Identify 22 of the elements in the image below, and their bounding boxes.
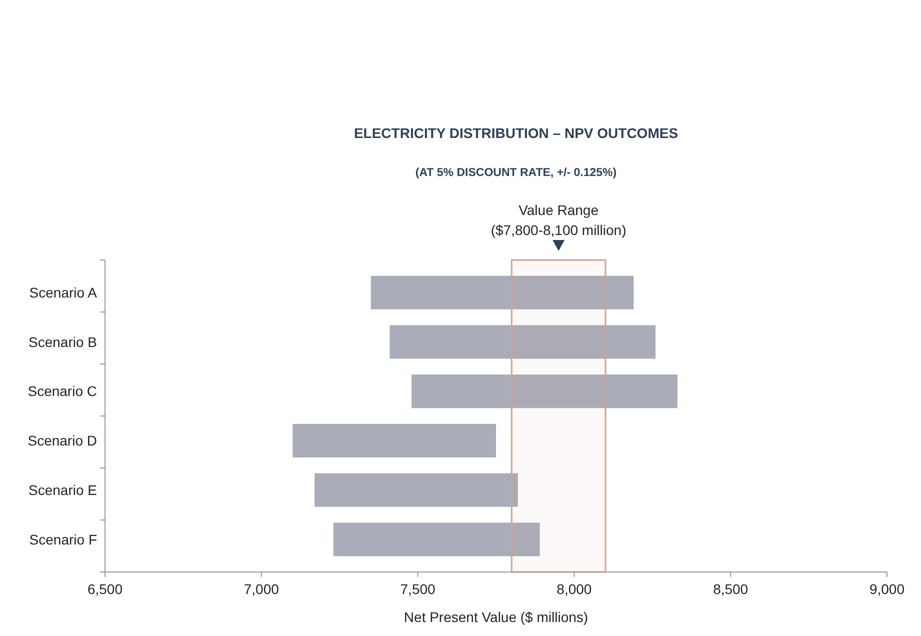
bar — [412, 374, 678, 408]
x-tick-label: 7,500 — [400, 581, 436, 597]
x-tick-label: 8,000 — [556, 581, 592, 597]
bar — [333, 522, 540, 556]
chart-subtitle: (AT 5% DISCOUNT RATE, +/- 0.125%) — [415, 167, 617, 179]
y-tick-label: Scenario C — [28, 383, 97, 400]
bar — [314, 473, 518, 507]
y-tick-label: Scenario D — [28, 432, 97, 449]
x-tick-label: 6,500 — [87, 581, 123, 597]
y-tick-label: Scenario E — [28, 482, 97, 498]
bar — [370, 276, 634, 310]
y-tick-label: Scenario B — [28, 334, 97, 350]
band-label: Value Range ($7,800-8,100 million) — [490, 202, 626, 238]
bar — [292, 424, 496, 458]
x-tick-label: 7,000 — [244, 581, 280, 597]
x-tick-label: 9,000 — [869, 581, 905, 597]
y-tick-label: Scenario A — [29, 284, 98, 300]
x-axis-title: Net Present Value ($ millions) — [404, 609, 588, 625]
chart-title: ELECTRICITY DISTRIBUTION – NPV OUTCOMES — [354, 125, 678, 141]
bar — [390, 325, 656, 359]
x-tick-label: 8,500 — [713, 581, 748, 597]
y-tick-label: Scenario F — [29, 531, 97, 548]
